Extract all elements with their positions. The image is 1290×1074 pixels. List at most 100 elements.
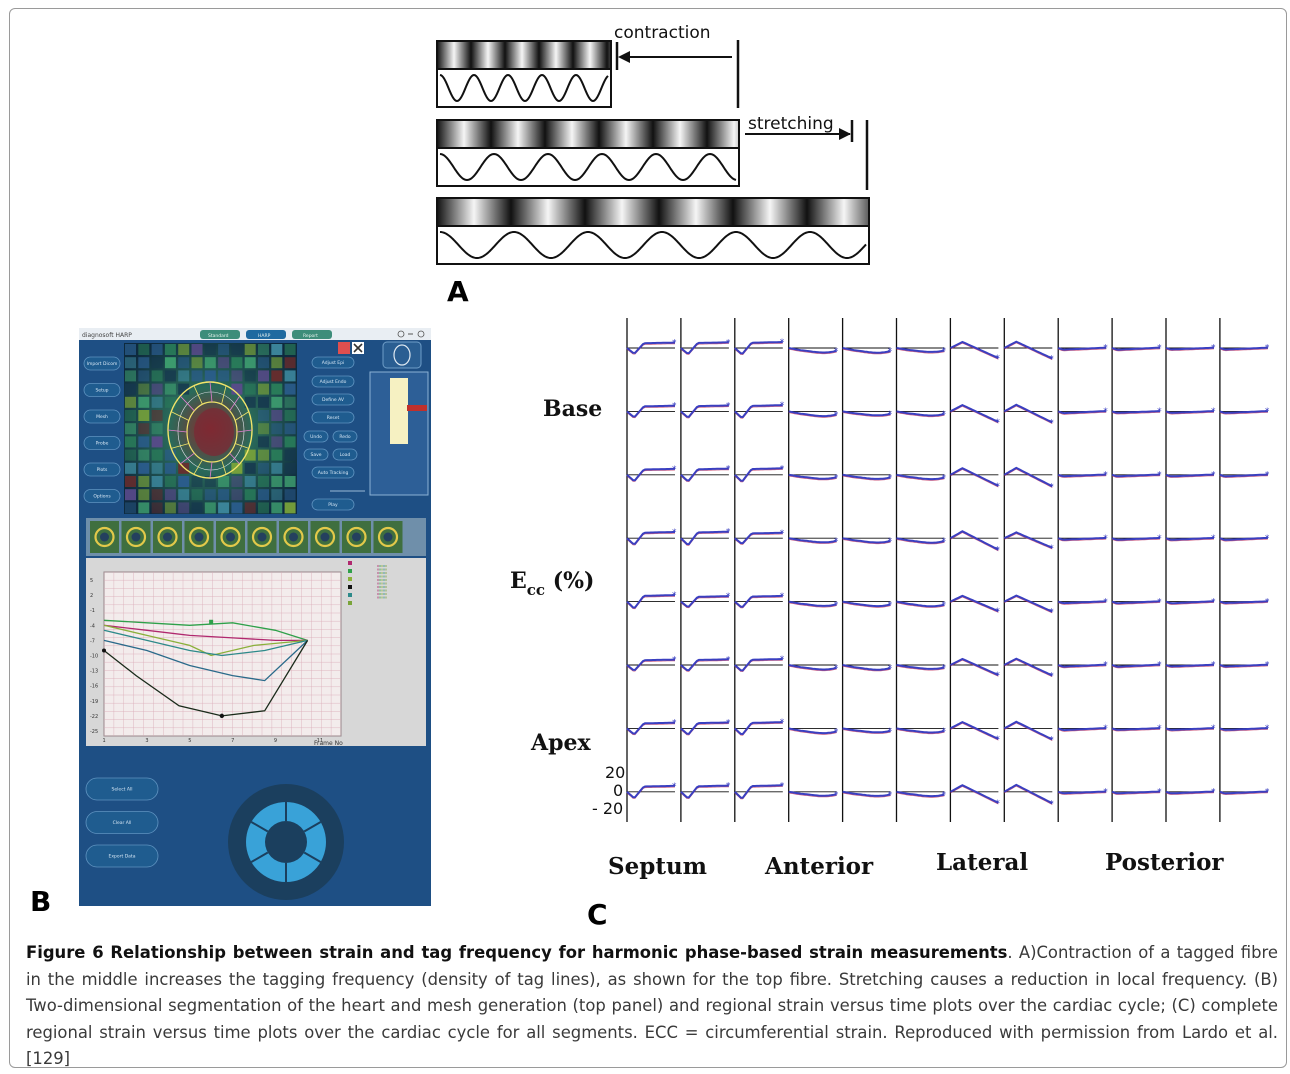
segment-curve-blue [897,411,945,415]
label-contraction: contraction [614,23,711,43]
segment-curve-blue [897,348,945,352]
segment-end-marker: * [888,537,893,547]
segment-end-marker: * [1211,661,1216,671]
segment-end-marker: * [672,782,677,792]
col-label-posterior: Posterior [1105,849,1224,876]
segment-end-marker: * [672,465,677,475]
bullseye-segment-selector[interactable] [228,784,344,900]
right-button-label: Reset [327,415,340,421]
segment-end-marker: * [726,655,731,665]
segment-end-marker: * [1157,787,1162,797]
segment-end-marker: * [942,663,947,673]
segment-curve-blue [789,602,837,606]
left-button-label: Options [93,494,111,500]
plot-ytick: 2 [90,593,93,599]
plot-xtick: 9 [274,738,277,744]
heart-logo-icon [383,342,421,368]
segment-end-marker: * [995,671,1000,681]
segment-end-marker: * [1265,470,1270,480]
segment-curve-red [950,660,998,676]
plot-ytick: -19 [90,699,98,705]
segment-curve-blue [1004,785,1052,803]
right-button-label: Undo [310,434,322,440]
segment-end-marker: * [1211,470,1216,480]
segment-curve-red [1004,597,1052,613]
segment-end-marker: * [995,546,1000,556]
segment-end-marker: * [1049,735,1054,745]
segment-end-marker: * [942,410,947,420]
left-button-label: Mesh [96,414,108,420]
segment-curve-red [950,406,998,423]
col-label-anterior: Anterior [764,853,874,880]
segment-curve-blue [950,659,998,675]
segment-end-marker: * [1265,344,1270,354]
segment-end-marker: * [995,799,1000,809]
segment-curve-blue [950,722,998,739]
segment-end-marker: * [995,735,1000,745]
segment-end-marker: * [942,537,947,547]
segment-end-marker: * [672,656,677,666]
segment-end-marker: * [834,727,839,737]
segment-end-marker: * [995,418,1000,428]
segment-end-marker: * [1103,661,1108,671]
segment-end-marker: * [672,719,677,729]
segment-end-marker: * [1049,482,1054,492]
segment-curve-red [950,597,998,612]
segment-end-marker: * [1157,597,1162,607]
right-button-label: Adjust Endo [320,379,347,385]
segment-end-marker: * [995,607,1000,617]
plot-ytick: -22 [90,714,98,720]
left-button-label: Plots [97,467,108,473]
segment-curve-red [950,723,998,740]
segment-curve-blue [843,475,891,479]
segment-end-marker: * [1211,787,1216,797]
fibre-stretched-wave-box [437,226,869,264]
segment-curve-red [950,533,998,551]
segment-curve-blue [950,596,998,611]
label-stretching: stretching [748,114,834,134]
y-scale-top: 20 [605,763,625,782]
panel-a-letter: A [447,275,469,308]
segment-end-marker: * [1265,597,1270,607]
segment-end-marker: * [1157,407,1162,417]
segment-curve-blue [789,411,837,416]
segment-end-marker: * [1265,661,1270,671]
segment-end-marker: * [726,592,731,602]
segment-end-marker: * [1103,534,1108,544]
segment-end-marker: * [780,592,785,602]
segment-end-marker: * [1211,344,1216,354]
plot-ytick: -7 [90,638,95,644]
segment-curve-blue [789,792,837,796]
segment-end-marker: * [1211,724,1216,734]
panel-b: diagnosoft HARP Standard HARP Report Imp… [30,328,431,918]
color-icon[interactable] [338,342,350,354]
segment-end-marker: * [942,791,947,801]
plot-ytick: -25 [90,729,98,735]
segment-end-marker: * [888,347,893,357]
segment-curve-red [1004,534,1052,549]
fibre-contracted-tags [437,41,611,69]
y-scale-bottom: - 20 [592,799,623,818]
segment-end-marker: * [888,664,893,674]
segment-end-marker: * [780,529,785,539]
segment-curve-blue [897,728,945,732]
plot-xtick: 7 [231,738,234,744]
segment-curve-blue [843,792,891,796]
segment-curve-blue [1004,342,1052,359]
segment-end-marker: * [888,790,893,800]
segment-curve-blue [1004,468,1052,486]
segment-end-marker: * [726,465,731,475]
y-scale-zero: 0 [613,781,623,800]
segment-curve-blue [897,665,945,669]
segment-end-marker: * [1265,787,1270,797]
segment-end-marker: * [726,782,731,792]
segment-end-marker: * [942,346,947,356]
segment-end-marker: * [1049,355,1054,365]
segment-end-marker: * [834,473,839,483]
row-label-base: Base [543,396,602,422]
plot-ytick: -4 [90,623,95,629]
segment-curve-blue [843,602,891,607]
slice-marker [407,405,427,411]
svg-text:Report: Report [303,333,318,339]
col-label-lateral: Lateral [936,849,1028,876]
